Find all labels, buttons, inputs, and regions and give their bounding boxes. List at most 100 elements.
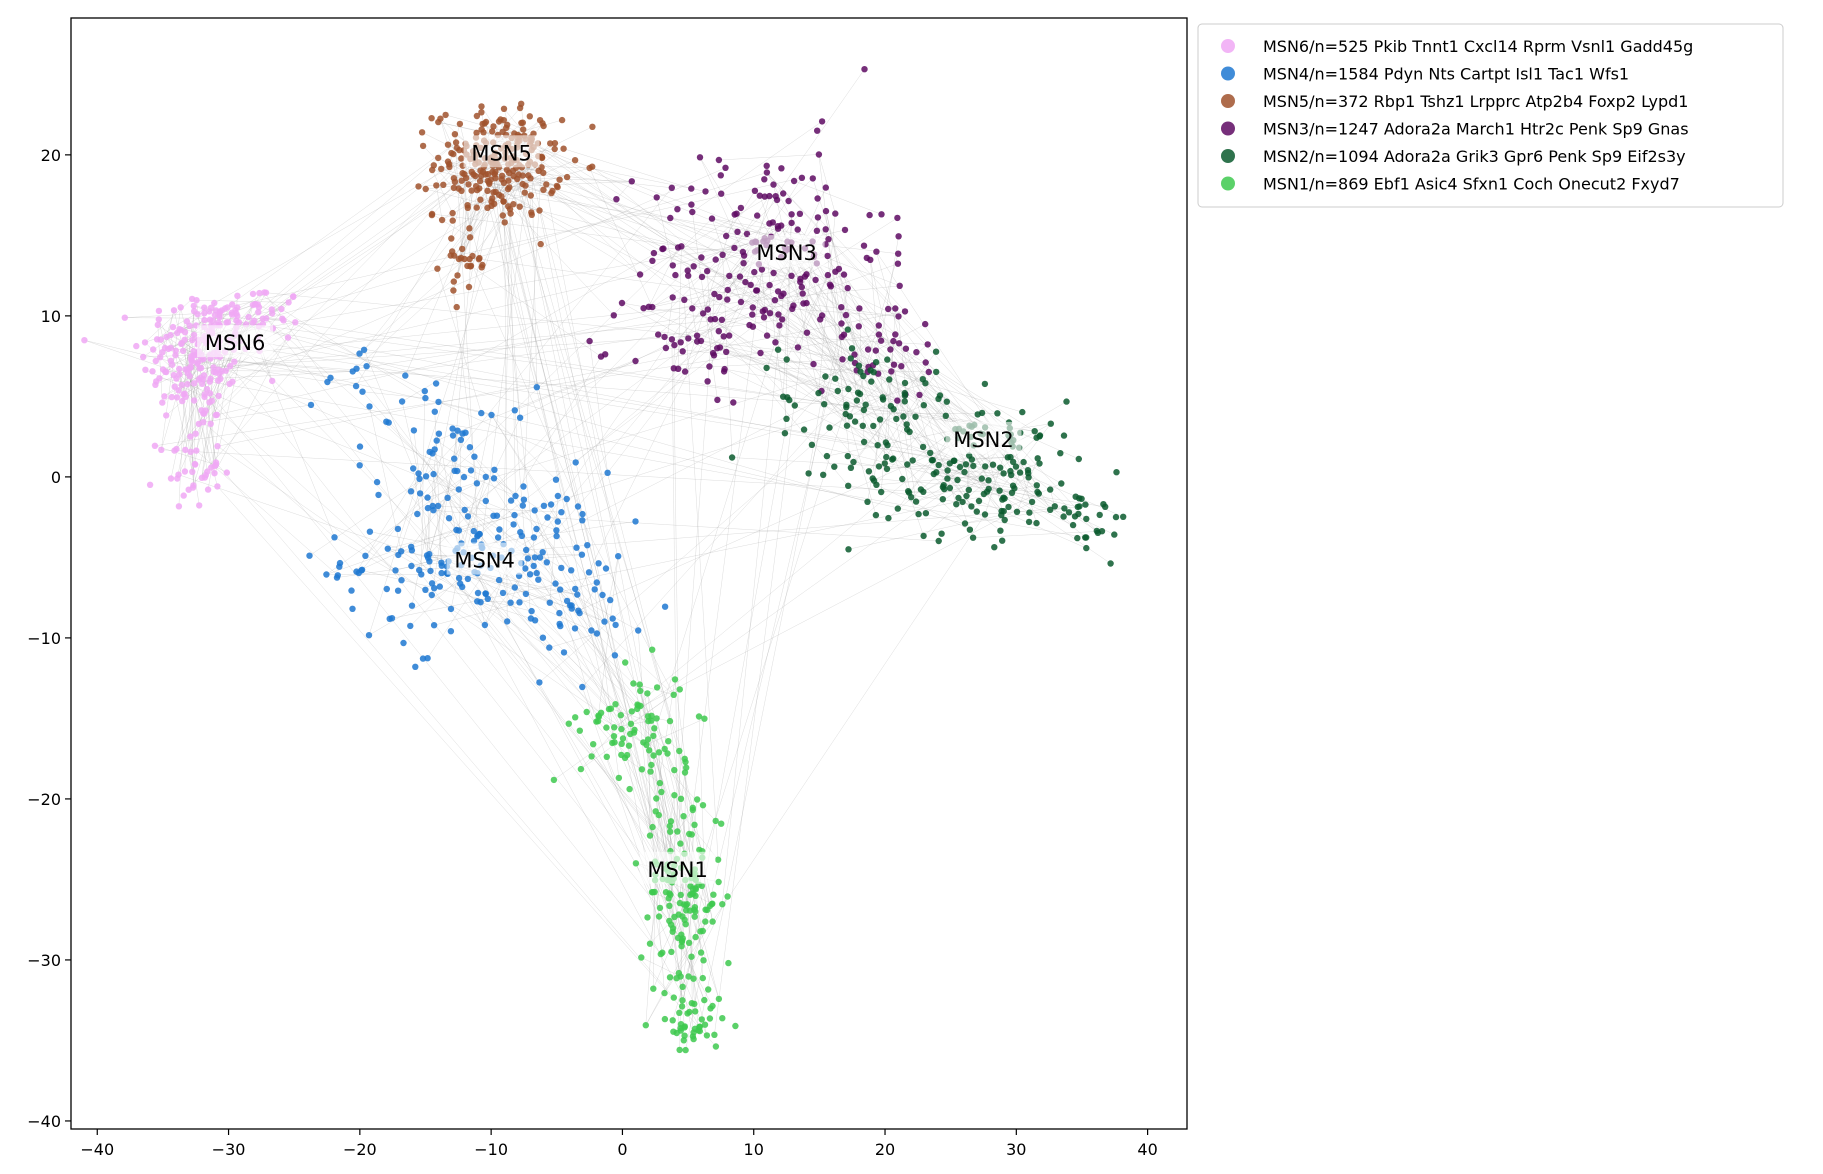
scatter-point bbox=[706, 1015, 714, 1022]
scatter-point bbox=[720, 368, 728, 375]
cluster-label-msn4: MSN4 bbox=[454, 549, 515, 573]
scatter-point bbox=[179, 347, 187, 355]
scatter-point bbox=[799, 290, 806, 297]
scatter-point bbox=[1047, 486, 1054, 493]
scatter-point bbox=[901, 308, 909, 315]
scatter-point bbox=[478, 126, 485, 133]
scatter-point bbox=[832, 210, 839, 217]
scatter-point bbox=[557, 586, 564, 593]
scatter-point bbox=[680, 813, 687, 820]
scatter-point bbox=[424, 504, 432, 512]
scatter-point bbox=[435, 430, 443, 437]
scatter-point bbox=[394, 587, 402, 594]
x-tick-label: −40 bbox=[80, 1140, 114, 1159]
scatter-point bbox=[618, 740, 625, 747]
scatter-point bbox=[184, 381, 191, 388]
scatter-point bbox=[459, 430, 466, 437]
scatter-point bbox=[523, 546, 530, 554]
scatter-point bbox=[215, 377, 222, 384]
scatter-point bbox=[1060, 513, 1067, 520]
scatter-point bbox=[644, 736, 652, 743]
scatter-point bbox=[939, 496, 946, 503]
scatter-point bbox=[553, 527, 560, 534]
scatter-point bbox=[973, 508, 980, 515]
scatter-point bbox=[699, 974, 706, 982]
scatter-point bbox=[667, 818, 675, 825]
scatter-point bbox=[975, 497, 983, 505]
scatter-point bbox=[434, 502, 442, 510]
scatter-point bbox=[190, 348, 197, 355]
scatter-point bbox=[660, 245, 667, 252]
scatter-point bbox=[825, 236, 832, 243]
scatter-point bbox=[708, 215, 716, 222]
scatter-point bbox=[516, 599, 523, 606]
scatter-point bbox=[627, 720, 635, 727]
scatter-point bbox=[924, 341, 931, 348]
scatter-point bbox=[766, 281, 773, 289]
scatter-point bbox=[398, 548, 405, 555]
scatter-point bbox=[666, 974, 674, 981]
x-tick-label: 40 bbox=[1137, 1140, 1157, 1159]
scatter-point bbox=[256, 289, 263, 297]
scatter-point bbox=[453, 303, 460, 311]
scatter-point bbox=[470, 527, 477, 535]
scatter-point bbox=[935, 461, 942, 469]
scatter-point bbox=[845, 546, 852, 553]
scatter-point bbox=[415, 470, 422, 477]
scatter-point bbox=[331, 534, 338, 541]
scatter-point bbox=[692, 1008, 699, 1015]
scatter-point bbox=[504, 121, 511, 129]
scatter-point bbox=[680, 1037, 687, 1044]
scatter-point bbox=[869, 475, 876, 482]
scatter-point bbox=[611, 652, 619, 659]
scatter-point bbox=[684, 1010, 691, 1017]
scatter-point bbox=[638, 766, 646, 773]
scatter-point bbox=[657, 950, 664, 958]
scatter-point bbox=[1013, 508, 1021, 515]
scatter-point bbox=[1007, 467, 1014, 475]
scatter-point bbox=[360, 346, 368, 353]
scatter-point bbox=[699, 310, 707, 317]
scatter-point bbox=[216, 370, 223, 378]
scatter-point bbox=[157, 354, 164, 361]
scatter-point bbox=[1071, 513, 1079, 520]
scatter-point bbox=[1063, 398, 1070, 405]
scatter-point bbox=[726, 272, 733, 280]
scatter-point bbox=[552, 580, 559, 587]
x-tick-label: −10 bbox=[474, 1140, 508, 1159]
scatter-point bbox=[665, 738, 672, 745]
y-tick-label: 10 bbox=[41, 307, 61, 326]
scatter-point bbox=[860, 438, 868, 446]
scatter-point bbox=[348, 587, 355, 594]
scatter-point bbox=[679, 348, 686, 355]
scatter-point bbox=[669, 262, 676, 269]
scatter-point bbox=[997, 464, 1004, 471]
scatter-point bbox=[200, 410, 207, 417]
scatter-point bbox=[1083, 534, 1090, 541]
legend-entry-msn1: MSN1/n=869 Ebf1 Asic4 Sfxn1 Coch Onecut2… bbox=[1263, 175, 1680, 194]
scatter-point bbox=[968, 503, 975, 510]
scatter-point bbox=[482, 590, 489, 597]
scatter-point bbox=[530, 534, 538, 541]
scatter-point bbox=[661, 989, 668, 997]
scatter-point bbox=[638, 954, 645, 961]
scatter-point bbox=[431, 408, 438, 415]
scatter-point bbox=[682, 921, 689, 928]
scatter-point bbox=[538, 154, 546, 161]
scatter-point bbox=[457, 436, 465, 443]
scatter-point bbox=[703, 1032, 711, 1039]
scatter-point bbox=[415, 183, 422, 190]
scatter-point bbox=[482, 497, 489, 505]
y-tick-label: 0 bbox=[51, 468, 61, 487]
scatter-point bbox=[384, 545, 391, 552]
scatter-point bbox=[531, 617, 539, 624]
scatter-point bbox=[920, 402, 927, 409]
scatter-point bbox=[711, 1031, 718, 1039]
scatter-point bbox=[751, 187, 759, 194]
scatter-point bbox=[206, 378, 213, 385]
scatter-point bbox=[422, 473, 430, 480]
scatter-point bbox=[574, 591, 581, 598]
legend-entry-msn5: MSN5/n=372 Rbp1 Tshz1 Lrpprc Atp2b4 Foxp… bbox=[1263, 92, 1688, 111]
scatter-point bbox=[447, 252, 454, 259]
scatter-point bbox=[195, 420, 202, 428]
